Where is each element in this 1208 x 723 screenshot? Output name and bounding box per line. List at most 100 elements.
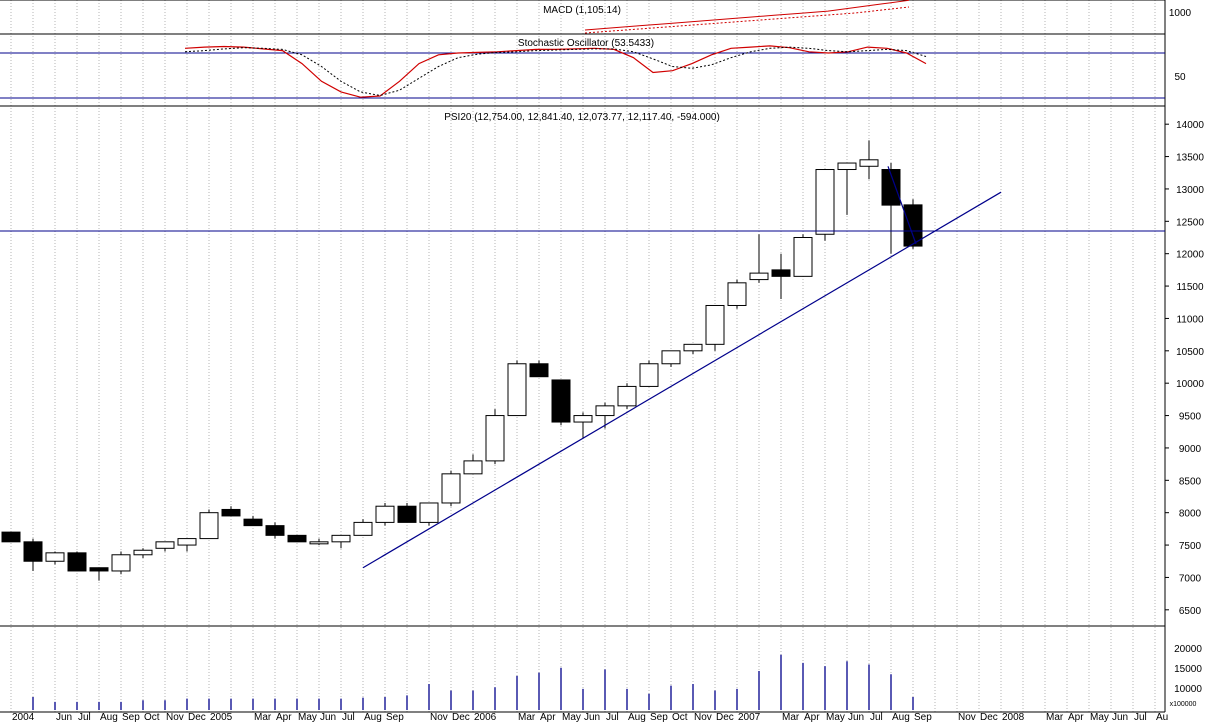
month-tick-label: Jul (78, 712, 91, 723)
month-tick-label: Nov (430, 712, 448, 723)
month-tick-label: Nov (694, 712, 712, 723)
volume-tick-label: 20000 (1174, 644, 1202, 655)
short-trendline (887, 166, 917, 245)
trend-lines (0, 166, 1165, 569)
candle-body (815, 169, 835, 235)
month-tick-label: 2007 (738, 712, 761, 723)
candle-body (67, 552, 87, 572)
month-tick-label: Jul (1134, 712, 1147, 723)
month-tick-label: May (1090, 712, 1109, 723)
price-tick-label: 9000 (1179, 444, 1202, 455)
price-tick-label: 12000 (1176, 250, 1204, 261)
candle-body (155, 541, 175, 549)
month-tick-label: Sep (386, 712, 404, 723)
macd-signal-line (584, 6, 910, 34)
candle-body (661, 350, 681, 365)
month-tick-label: Aug (892, 712, 910, 723)
candle-body (133, 549, 153, 556)
month-tick-label: Jun (848, 712, 864, 723)
price-tick-label: 6500 (1179, 606, 1202, 617)
candle-body (793, 237, 813, 277)
month-tick-label: Sep (650, 712, 668, 723)
candle-body (463, 460, 483, 475)
month-tick-label: Sep (914, 712, 932, 723)
month-tick-label: Jul (870, 712, 883, 723)
month-tick-label: Aug (364, 712, 382, 723)
candle-body (23, 541, 43, 562)
candle-body (45, 552, 65, 562)
candle-body (397, 505, 417, 523)
candle-body (705, 304, 725, 345)
month-tick-label: Mar (1046, 712, 1064, 723)
month-tick-label: Jun (320, 712, 336, 723)
candle-body (309, 541, 329, 545)
month-tick-label: Nov (166, 712, 184, 723)
price-tick-label: 10000 (1176, 379, 1204, 390)
month-tick-label: Au (1156, 712, 1168, 723)
candle-body (89, 567, 109, 572)
price-tick-label: 9500 (1179, 412, 1202, 423)
candle-body (551, 379, 571, 423)
stochastic-d-line (184, 46, 927, 97)
pane-borders (0, 0, 1166, 713)
price-tick-label: 13000 (1176, 185, 1204, 196)
macd-line (584, 0, 910, 31)
candle-body (771, 269, 791, 277)
candle-body (177, 538, 197, 546)
month-tick-label: Aug (100, 712, 118, 723)
price-tick-label: 7500 (1179, 541, 1202, 552)
candle-body (221, 508, 241, 517)
month-tick-label: Dec (452, 712, 470, 723)
candle-body (441, 473, 461, 504)
candle-body (837, 162, 857, 171)
price-tick-label: 8500 (1179, 476, 1202, 487)
candle-body (683, 343, 703, 352)
axis-ticks: 6500 7000 7500 8000 8500 9000 9500 10000 10500 11… (12, 120, 1204, 723)
candle-body (375, 505, 395, 523)
month-tick-label: Apr (540, 712, 556, 723)
candle-body (595, 405, 615, 417)
candle-body (859, 159, 879, 167)
candle-body (1, 531, 21, 543)
candle-body (419, 502, 439, 523)
candle-body (727, 282, 747, 306)
stochastic-tick: 50 (1174, 72, 1186, 83)
month-tick-label: 2004 (12, 712, 35, 723)
candle-body (529, 363, 549, 378)
volume-tick-label: 10000 (1174, 684, 1202, 695)
candle-body (903, 204, 923, 247)
price-tick-label: 12500 (1176, 217, 1204, 228)
stochastic-lines (184, 45, 927, 98)
stochastic-k-line (184, 45, 927, 98)
month-tick-label: Sep (122, 712, 140, 723)
candle-body (265, 525, 285, 536)
month-tick-label: Oct (144, 712, 160, 723)
chart-title: PSI20 (12,754.00, 12,841.40, 12,073.77, … (444, 112, 720, 123)
candle-body (639, 363, 659, 387)
month-tick-label: May (298, 712, 317, 723)
volume-bars (32, 654, 914, 710)
candle-body (353, 521, 373, 536)
price-tick-label: 14000 (1176, 120, 1204, 131)
candle-body (199, 512, 219, 540)
price-tick-label: 11000 (1176, 314, 1204, 325)
macd-lines (584, 0, 910, 34)
gridlines (10, 0, 1156, 712)
price-tick-label: 10500 (1176, 347, 1204, 358)
candle-body (749, 272, 769, 281)
candle-body (111, 554, 131, 572)
month-tick-label: Jun (584, 712, 600, 723)
month-tick-label: 2005 (210, 712, 233, 723)
candle-body (287, 534, 307, 543)
month-tick-label: Jul (342, 712, 355, 723)
volume-unit: x100000 (1170, 701, 1197, 708)
month-tick-label: May (826, 712, 845, 723)
month-tick-label: Dec (716, 712, 734, 723)
month-tick-label: Dec (980, 712, 998, 723)
price-tick-label: 11500 (1176, 282, 1204, 293)
month-tick-label: 2006 (474, 712, 497, 723)
macd-tick: 1000 (1169, 8, 1192, 19)
month-tick-label: Mar (518, 712, 536, 723)
month-tick-label: Apr (804, 712, 820, 723)
